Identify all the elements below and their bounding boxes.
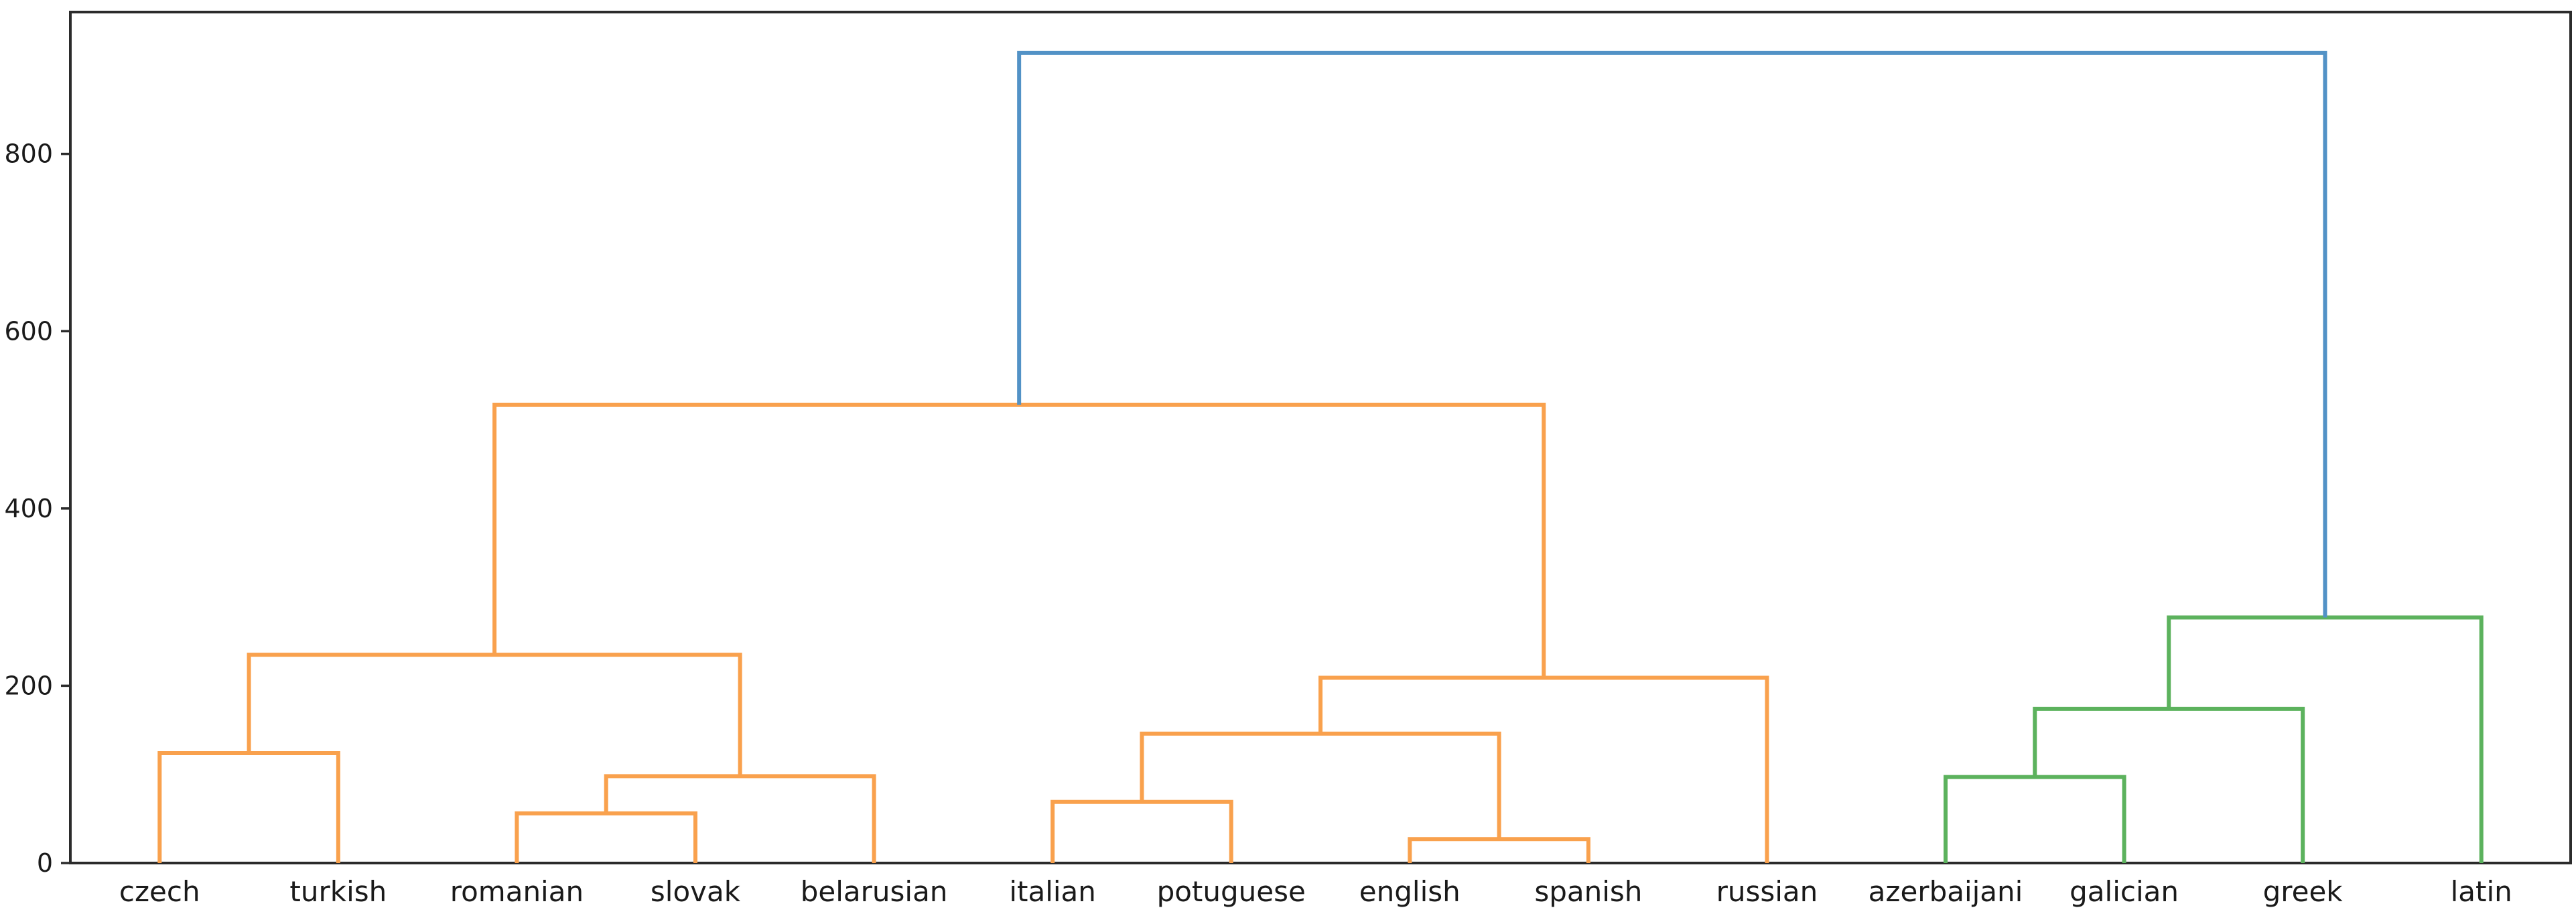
x-axis-label-potuguese: potuguese: [1157, 875, 1306, 908]
dendrogram-link-M13: [1017, 50, 2327, 618]
dendrogram-link-M6: [1408, 837, 1590, 863]
dendrogram-link-M11: [2033, 706, 2305, 863]
x-axis-label-russian: russian: [1716, 875, 1818, 908]
y-tick-label: 600: [4, 316, 53, 346]
dendrogram-link-M7: [1140, 731, 1501, 840]
y-tick-label: 0: [37, 848, 53, 878]
dendrogram-link-M12: [2167, 615, 2484, 863]
x-axis-label-turkish: turkish: [289, 875, 387, 908]
dendrogram-link-M8: [1318, 675, 1769, 863]
x-axis-label-czech: czech: [119, 875, 200, 908]
dendrogram-link-M9: [492, 403, 1546, 678]
x-axis-label-romanian: romanian: [450, 875, 584, 908]
x-axis-label-italian: italian: [1009, 875, 1096, 908]
x-axis-label-galician: galician: [2070, 875, 2179, 908]
x-axis-label-belarusian: belarusian: [801, 875, 948, 908]
x-axis-label-latin: latin: [2451, 875, 2512, 908]
x-axis-label-greek: greek: [2263, 875, 2344, 908]
x-axis-label-slovak: slovak: [651, 875, 741, 908]
dendrogram-link-M2: [515, 811, 697, 863]
x-axis-label-english: english: [1359, 875, 1461, 908]
dendrogram-link-M1: [157, 750, 340, 863]
y-tick-label: 400: [4, 494, 53, 523]
dendrogram-link-M10: [1944, 775, 2126, 863]
y-tick-label: 200: [4, 671, 53, 700]
dendrogram-link-M3: [604, 774, 876, 863]
dendrogram-link-M5: [1050, 799, 1233, 863]
axes-spines: [69, 11, 2572, 864]
x-axis-label-azerbaijani: azerbaijani: [1869, 875, 2023, 908]
dendrogram-link-M4: [247, 653, 742, 777]
x-axis-label-spanish: spanish: [1534, 875, 1642, 908]
y-tick-label: 800: [4, 139, 53, 169]
